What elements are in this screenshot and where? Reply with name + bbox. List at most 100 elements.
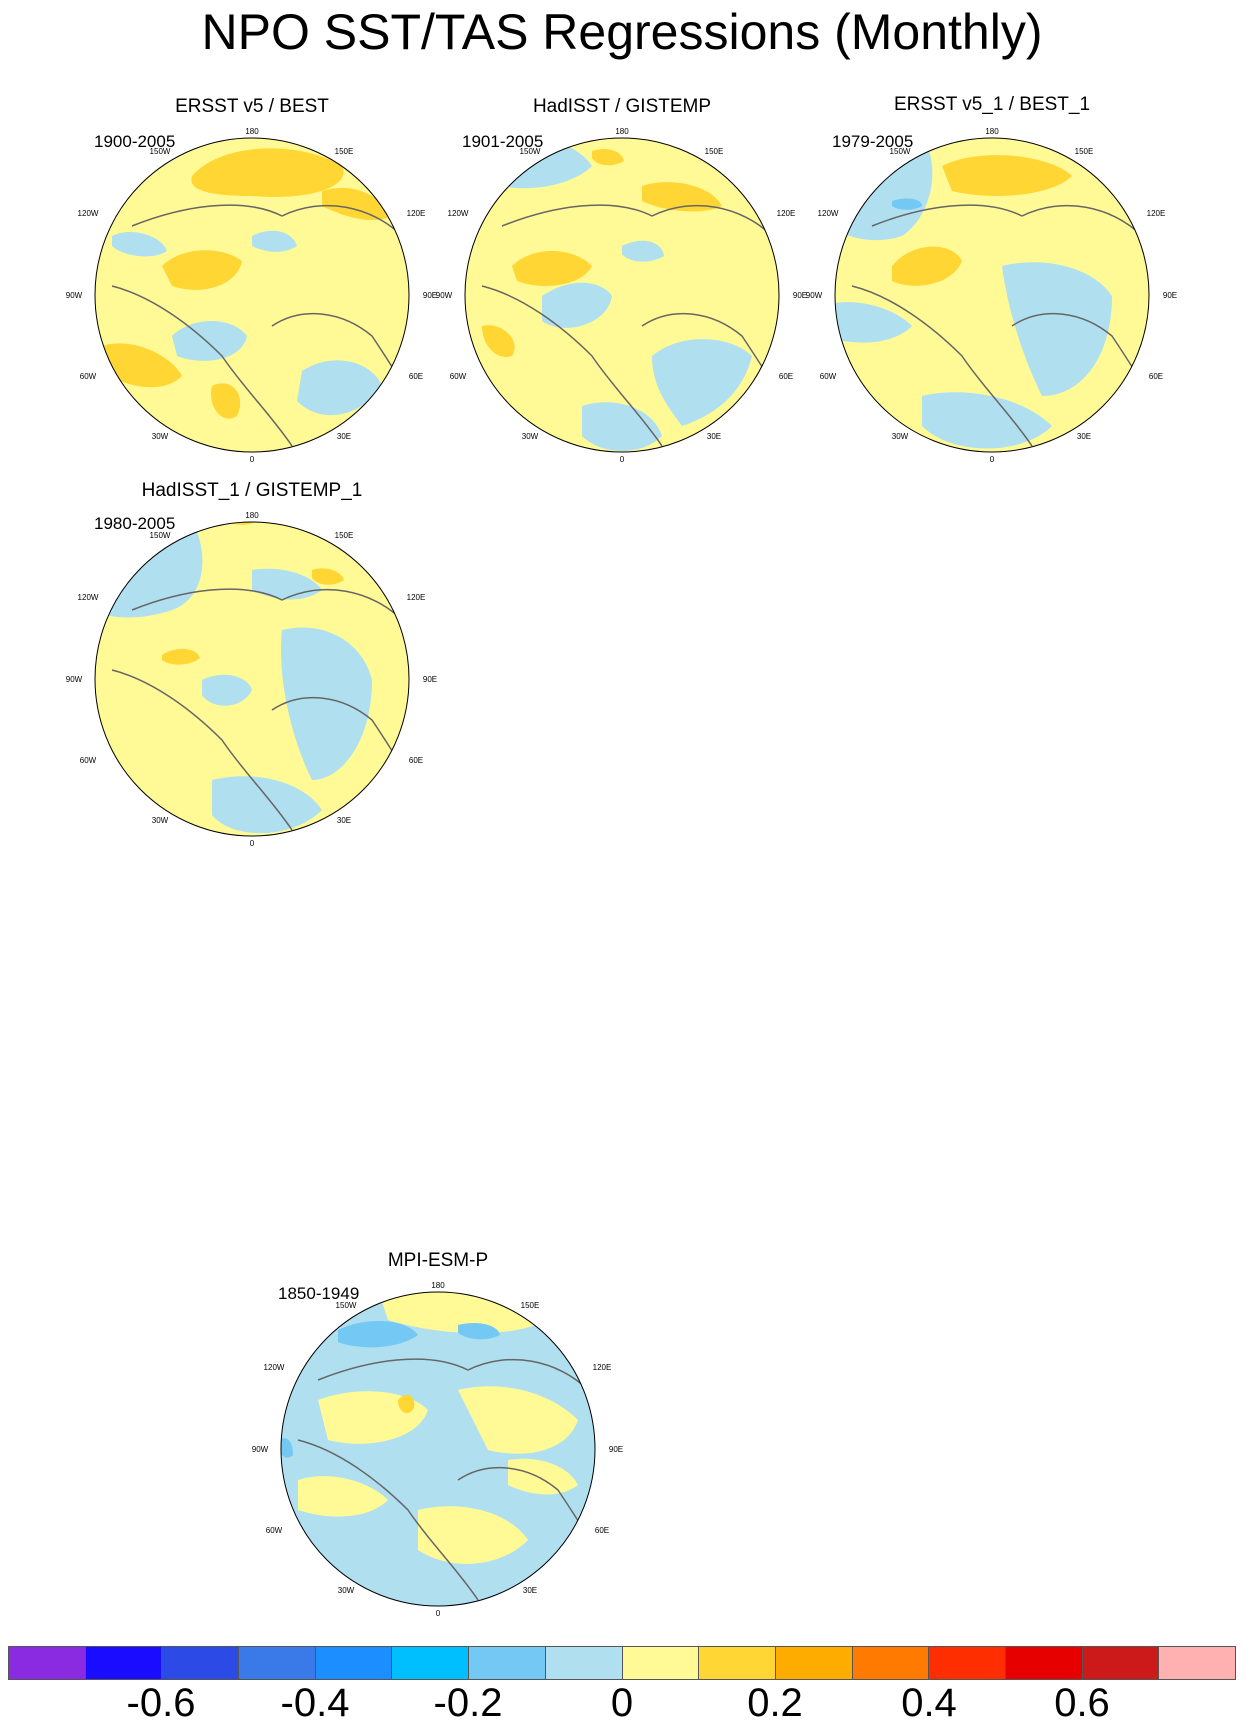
map-label-bottom: 0: [620, 455, 625, 464]
map-label-right-lower: 60E: [409, 372, 423, 381]
map-label-top: 180: [985, 127, 999, 136]
polar-map: 180 150W 150E 120W 120E 90W 90E 60W 60E …: [66, 511, 437, 848]
colorbar-box: [929, 1647, 1006, 1679]
map-label-left-lower: 60W: [80, 372, 97, 381]
map-label-right: 90E: [423, 675, 437, 684]
colorbar-box: [162, 1647, 240, 1679]
map-label-top: 180: [245, 511, 259, 520]
map-label-upper-left: 150W: [520, 147, 541, 156]
colorbar-box: [699, 1647, 776, 1679]
colorbar-box: [545, 1647, 623, 1679]
map-label-lower-left: 30W: [892, 432, 909, 441]
map-label-left-lower: 60W: [266, 1526, 283, 1535]
map-label-upper-left: 150W: [150, 147, 171, 156]
colorbar-box: [239, 1647, 316, 1679]
colorbar-box: [622, 1647, 700, 1679]
polar-map: 180 150W 150E 120W 120E 90W 90E 60W 60E …: [436, 127, 807, 464]
map-label-lower-left: 30W: [338, 1586, 355, 1595]
colorbar-box: [469, 1647, 546, 1679]
map-label-right-upper: 120E: [777, 209, 796, 218]
colorbar-box: [9, 1647, 86, 1679]
map-label-lower-right: 30E: [523, 1586, 537, 1595]
map-label-left-lower: 60W: [450, 372, 467, 381]
map-label-right: 90E: [793, 291, 807, 300]
map-label-bottom: 0: [990, 455, 995, 464]
map-label-right: 90E: [1163, 291, 1177, 300]
polar-map: 180 150W 150E 120W 120E 90W 90E 60W 60E …: [806, 127, 1177, 464]
panel-title: ERSST v5_1 / BEST_1: [893, 94, 1091, 115]
figure-title: NPO SST/TAS Regressions (Monthly): [201, 4, 1043, 60]
map-label-left-upper: 120W: [78, 209, 99, 218]
map-label-top: 180: [615, 127, 629, 136]
panel-period: 1980-2005: [94, 514, 176, 533]
colorbar-tick-label: 0.4: [901, 1681, 957, 1725]
map-label-right-lower: 60E: [595, 1526, 609, 1535]
map-label-right-lower: 60E: [779, 372, 793, 381]
map-label-upper-right: 150E: [1075, 147, 1094, 156]
colorbar-box: [1082, 1647, 1160, 1679]
map-panel: HadISST_1 / GISTEMP_1 1980-2005 180 150W…: [66, 480, 437, 848]
map-label-upper-right: 150E: [335, 147, 354, 156]
map-label-upper-left: 150W: [890, 147, 911, 156]
colorbar-tick-label: -0.4: [280, 1681, 350, 1725]
map-label-lower-left: 30W: [522, 432, 539, 441]
colorbar-tick-label: 0.6: [1054, 1681, 1110, 1725]
panel-title: MPI-ESM-P: [387, 1250, 489, 1271]
colorbar-box: [85, 1647, 163, 1679]
polar-map: 180 150W 150E 120W 120E 90W 90E 60W 60E …: [252, 1281, 623, 1618]
colorbar-box: [392, 1647, 470, 1679]
panel-title: ERSST v5 / BEST: [175, 96, 329, 117]
panel-period: 1850-1949: [278, 1284, 360, 1303]
map-label-upper-left: 150W: [336, 1301, 357, 1310]
map-label-left-upper: 120W: [78, 593, 99, 602]
panel-period: 1901-2005: [462, 132, 544, 151]
map-label-left-upper: 120W: [264, 1363, 285, 1372]
map-label-top: 180: [245, 127, 259, 136]
map-label-top: 180: [431, 1281, 445, 1290]
map-label-right: 90E: [609, 1445, 623, 1454]
map-label-upper-left: 150W: [150, 531, 171, 540]
panel-title: HadISST_1 / GISTEMP_1: [141, 480, 363, 501]
polar-map: 180 150W 150E 120W 120E 90W 90E 60W 60E …: [66, 127, 437, 464]
map-label-right-upper: 120E: [1147, 209, 1166, 218]
map-label-left: 90W: [806, 291, 823, 300]
map-label-right-lower: 60E: [409, 756, 423, 765]
map-label-right-upper: 120E: [407, 209, 426, 218]
map-label-bottom: 0: [250, 455, 255, 464]
map-label-bottom: 0: [436, 1609, 441, 1618]
colorbar-tick-label: 0.2: [747, 1681, 803, 1725]
map-label-left: 90W: [66, 291, 83, 300]
colorbar-box: [852, 1647, 930, 1679]
map-panel: HadISST / GISTEMP 1901-2005 180 150W 150…: [436, 96, 807, 464]
map-label-upper-right: 150E: [521, 1301, 540, 1310]
map-label-upper-right: 150E: [705, 147, 724, 156]
map-label-left: 90W: [252, 1445, 269, 1454]
map-label-bottom: 0: [250, 839, 255, 848]
map-label-upper-right: 150E: [335, 531, 354, 540]
map-label-left: 90W: [436, 291, 453, 300]
panel-period: 1979-2005: [832, 132, 914, 151]
colorbar-tick-label: -0.2: [433, 1681, 503, 1725]
colorbar-tick-label: -0.6: [126, 1681, 196, 1725]
map-label-lower-right: 30E: [707, 432, 721, 441]
colorbar-box: [315, 1647, 393, 1679]
map-label-lower-right: 30E: [337, 432, 351, 441]
colorbar-tick-label: 0: [610, 1681, 634, 1725]
map-panel: MPI-ESM-P 1850-1949 180 150W 150E 120W 1…: [252, 1250, 623, 1618]
colorbar: [8, 1646, 1236, 1680]
map-panel: ERSST v5 / BEST 1900-2005 180 150W 150E …: [66, 96, 437, 464]
map-panel: ERSST v5_1 / BEST_1 1979-2005 180 150W 1…: [806, 94, 1177, 464]
panel-title: HadISST / GISTEMP: [532, 96, 712, 117]
colorbar-box: [1159, 1647, 1235, 1679]
map-label-right: 90E: [423, 291, 437, 300]
map-label-left-lower: 60W: [80, 756, 97, 765]
colorbar-box: [775, 1647, 853, 1679]
panel-period: 1900-2005: [94, 132, 176, 151]
map-label-right-upper: 120E: [407, 593, 426, 602]
map-label-lower-right: 30E: [1077, 432, 1091, 441]
colorbar-box: [1005, 1647, 1083, 1679]
map-label-left-upper: 120W: [818, 209, 839, 218]
map-label-lower-right: 30E: [337, 816, 351, 825]
map-label-left-upper: 120W: [448, 209, 469, 218]
map-label-lower-left: 30W: [152, 816, 169, 825]
